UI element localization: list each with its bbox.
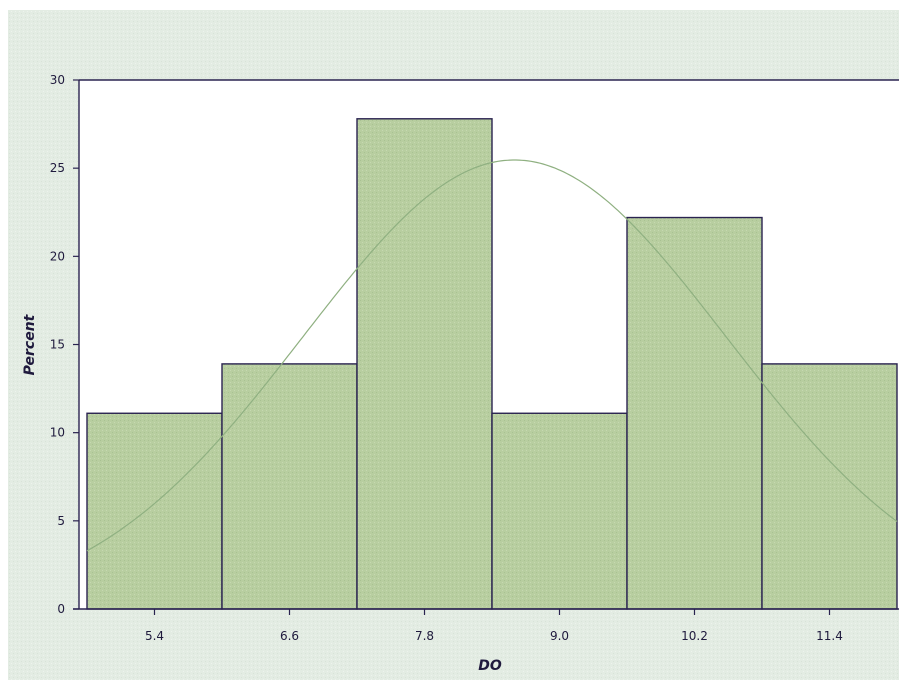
histogram-bar bbox=[86, 412, 223, 610]
x-axis: 5.4 6.6 7.8 9.0 10.2 11.4 bbox=[145, 609, 843, 643]
x-tick-label: 9.0 bbox=[550, 629, 569, 643]
x-tick-label: 6.6 bbox=[280, 629, 299, 643]
y-tick-label: 15 bbox=[50, 338, 65, 352]
histogram-bar bbox=[761, 363, 898, 610]
histogram-bar bbox=[356, 118, 493, 610]
x-axis-label: DO bbox=[478, 658, 502, 674]
bars-group bbox=[86, 118, 898, 610]
histogram-bar bbox=[491, 412, 628, 610]
histogram-bar bbox=[626, 216, 763, 610]
x-tick-label: 10.2 bbox=[681, 629, 708, 643]
y-axis-label: Percent bbox=[22, 313, 38, 375]
y-tick-label: 30 bbox=[50, 73, 65, 87]
y-tick-label: 0 bbox=[57, 602, 65, 616]
x-tick-label: 5.4 bbox=[145, 629, 164, 643]
y-tick-label: 10 bbox=[50, 426, 65, 440]
normal-curve bbox=[86, 159, 898, 552]
y-tick-label: 5 bbox=[57, 514, 65, 528]
y-tick-label: 20 bbox=[50, 249, 65, 263]
x-tick-label: 7.8 bbox=[415, 629, 434, 643]
x-tick-label: 11.4 bbox=[816, 629, 843, 643]
y-axis: 0 5 10 15 20 25 30 bbox=[50, 73, 79, 616]
y-tick-label: 25 bbox=[50, 161, 65, 175]
histogram-bar bbox=[221, 363, 358, 610]
